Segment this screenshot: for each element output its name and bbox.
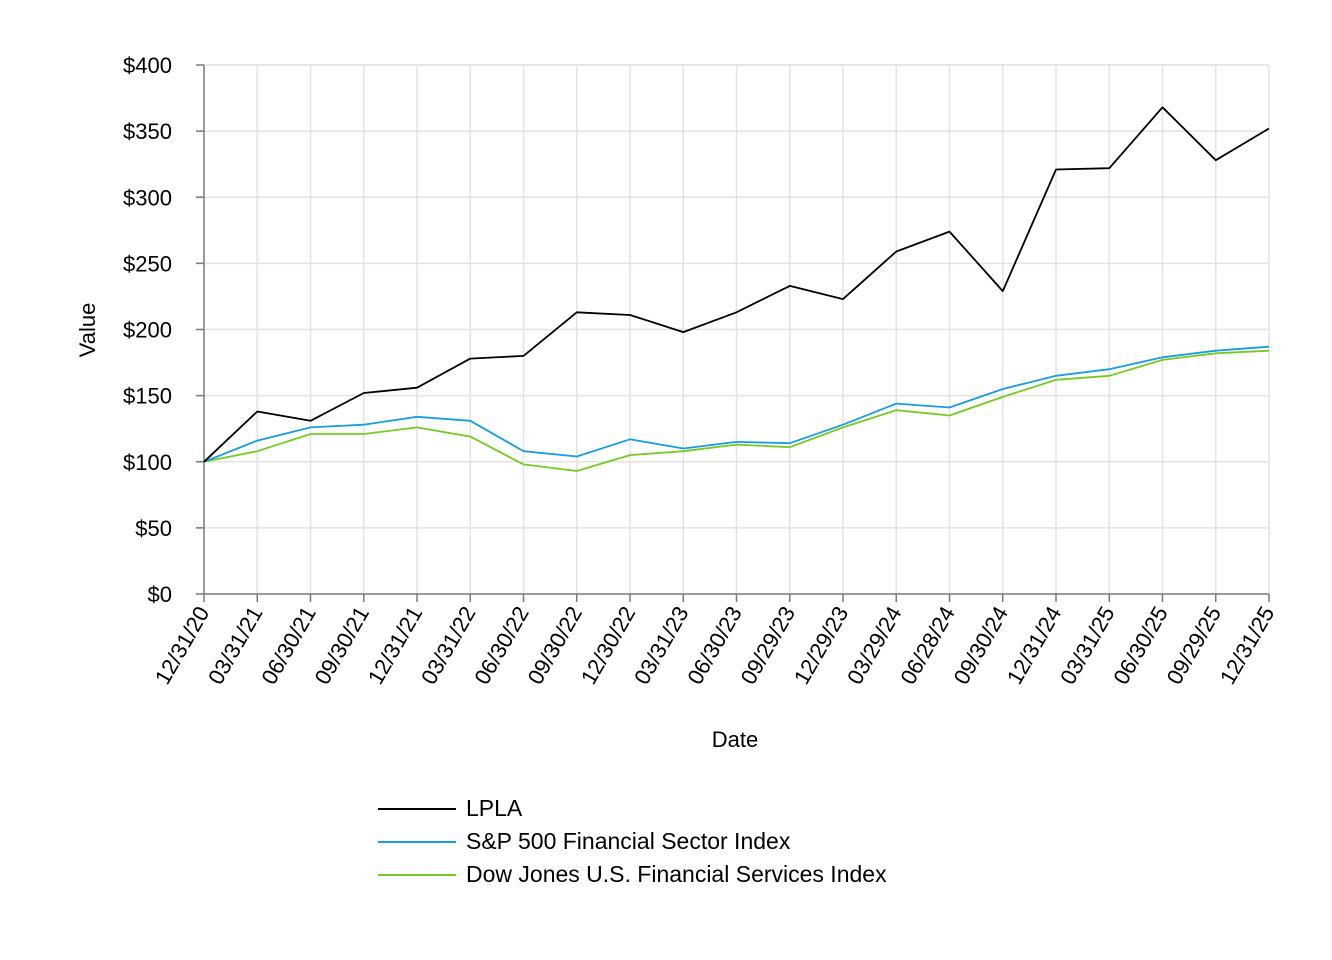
- legend-item-dow-jones-financial: Dow Jones U.S. Financial Services Index: [378, 858, 887, 891]
- y-tick-label: $400: [123, 53, 172, 78]
- series-line-lpla: [203, 106, 1270, 463]
- y-axis-title: Value: [75, 303, 100, 358]
- legend-label-dow-jones-financial: Dow Jones U.S. Financial Services Index: [466, 861, 887, 887]
- y-tick-label: $100: [123, 450, 172, 475]
- y-tick-label: $300: [123, 185, 172, 210]
- y-tick-label: $150: [123, 384, 172, 409]
- y-tick-label: $0: [148, 582, 172, 607]
- series-line-dow-jones-u-s-financial-services-index: [203, 349, 1270, 472]
- y-axis-ticks: $0 $50 $100 $150 $200 $250 $300 $350 $400: [123, 53, 204, 607]
- legend-swatch-dow-jones-financial: [378, 873, 456, 876]
- series-line-s-p-500-financial-sector-index: [203, 345, 1270, 463]
- legend-item-lpla: LPLA: [378, 792, 887, 825]
- legend: LPLA S&P 500 Financial Sector Index Dow …: [378, 792, 887, 891]
- x-axis-title: Date: [712, 727, 758, 752]
- x-axis-ticks: 12/31/2003/31/2106/30/2109/30/2112/31/21…: [150, 594, 1279, 689]
- series-lines: [203, 106, 1270, 472]
- legend-label-sp500-financial: S&P 500 Financial Sector Index: [466, 828, 791, 854]
- y-tick-label: $250: [123, 251, 172, 276]
- y-tick-label: $200: [123, 318, 172, 343]
- y-tick-label: $350: [123, 119, 172, 144]
- legend-item-sp500-financial: S&P 500 Financial Sector Index: [378, 825, 887, 858]
- y-tick-label: $50: [135, 516, 172, 541]
- grid-lines: [204, 64, 1270, 594]
- legend-label-lpla: LPLA: [466, 795, 523, 821]
- legend-swatch-sp500-financial: [378, 840, 456, 843]
- legend-swatch-lpla: [378, 807, 456, 810]
